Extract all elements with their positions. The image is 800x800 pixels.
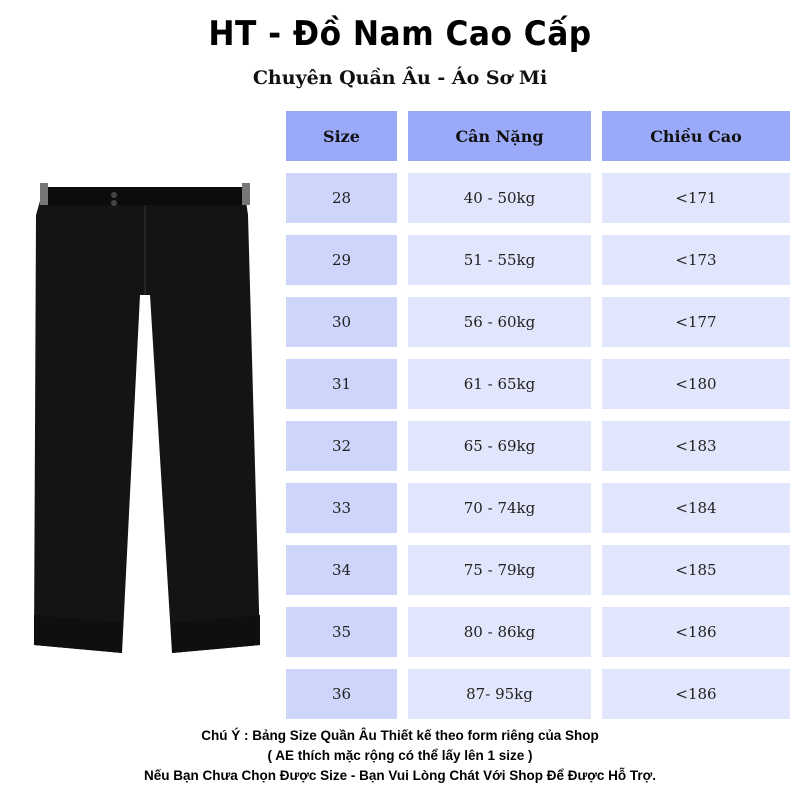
column-header: Size [286, 111, 397, 161]
size-cell: 28 [286, 173, 397, 223]
size-cell: 36 [286, 669, 397, 719]
weight-cell: 65 - 69kg [408, 421, 591, 471]
size-cell: 33 [286, 483, 397, 533]
weight-cell: 70 - 74kg [408, 483, 591, 533]
column-header: Cân Nặng [408, 111, 591, 161]
height-cell: <186 [602, 607, 790, 657]
size-cell: 35 [286, 607, 397, 657]
height-cell: <185 [602, 545, 790, 595]
note-line: Nếu Bạn Chưa Chọn Được Size - Bạn Vui Lò… [144, 768, 656, 783]
size-cell: 30 [286, 297, 397, 347]
size-cell: 34 [286, 545, 397, 595]
note-line: ( AE thích mặc rộng có thể lấy lên 1 siz… [267, 748, 533, 763]
height-cell: <183 [602, 421, 790, 471]
size-cell: 29 [286, 235, 397, 285]
weight-cell: 75 - 79kg [408, 545, 591, 595]
weight-cell: 80 - 86kg [408, 607, 591, 657]
weight-cell: 87- 95kg [408, 669, 591, 719]
shop-subtitle: Chuyên Quần Âu - Áo Sơ Mi [252, 67, 548, 89]
height-cell: <180 [602, 359, 790, 409]
size-cell: 32 [286, 421, 397, 471]
weight-cell: 56 - 60kg [408, 297, 591, 347]
note-line: Chú Ý : Bảng Size Quần Âu Thiết kế theo … [201, 728, 599, 743]
size-cell: 31 [286, 359, 397, 409]
height-cell: <177 [602, 297, 790, 347]
column-header: Chiều Cao [602, 111, 790, 161]
notes: Chú Ý : Bảng Size Quần Âu Thiết kế theo … [0, 726, 800, 786]
height-cell: <173 [602, 235, 790, 285]
black-trousers-image [34, 183, 260, 653]
height-cell: <184 [602, 483, 790, 533]
height-cell: <171 [602, 173, 790, 223]
weight-cell: 61 - 65kg [408, 359, 591, 409]
weight-cell: 51 - 55kg [408, 235, 591, 285]
height-cell: <186 [602, 669, 790, 719]
weight-cell: 40 - 50kg [408, 173, 591, 223]
shop-title: HT - Đồ Nam Cao Cấp [208, 14, 592, 54]
